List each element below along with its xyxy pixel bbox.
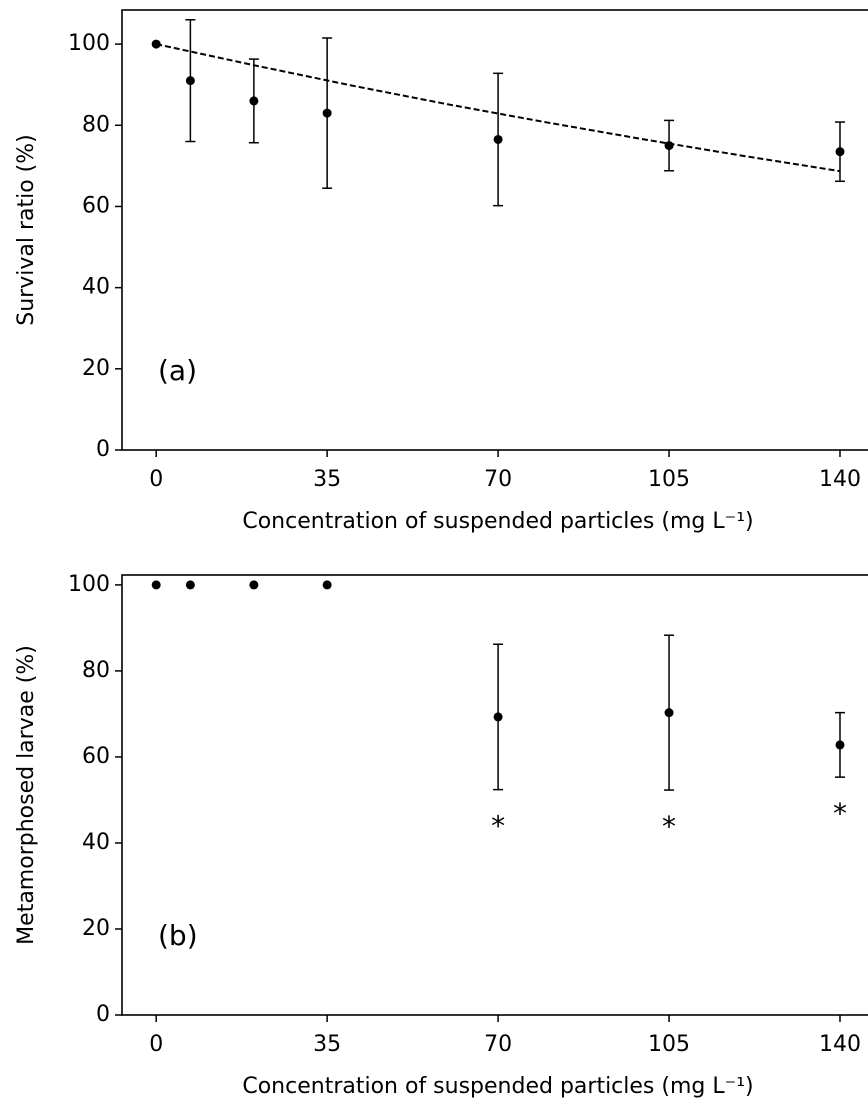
fit-line bbox=[155, 43, 841, 173]
significance-mark: * bbox=[662, 810, 676, 843]
y-tick-label: 100 bbox=[68, 572, 110, 597]
y-tick-label: 60 bbox=[82, 744, 110, 769]
data-point bbox=[249, 96, 259, 106]
y-tick-label: 40 bbox=[82, 830, 110, 855]
x-axis-label: Concentration of suspended particles (mg… bbox=[242, 1074, 753, 1099]
y-tick-label: 40 bbox=[82, 275, 110, 300]
data-point bbox=[493, 712, 503, 722]
x-tick-label: 140 bbox=[819, 1032, 861, 1057]
data-point bbox=[322, 108, 332, 118]
data-point bbox=[185, 76, 195, 86]
panel-label: (a) bbox=[158, 354, 197, 387]
x-tick-label: 70 bbox=[484, 467, 512, 492]
y-tick-label: 20 bbox=[82, 356, 110, 381]
y-tick-label: 100 bbox=[68, 31, 110, 56]
y-tick-label: 20 bbox=[82, 916, 110, 941]
data-point bbox=[493, 134, 503, 144]
x-tick-label: 35 bbox=[313, 1032, 341, 1057]
x-axis-label: Concentration of suspended particles (mg… bbox=[242, 509, 753, 534]
data-point bbox=[249, 580, 259, 590]
y-tick-label: 60 bbox=[82, 193, 110, 218]
significance-mark: * bbox=[491, 810, 505, 843]
y-axis-label: Metamorphosed larvae (%) bbox=[14, 645, 39, 945]
x-tick-label: 0 bbox=[149, 467, 163, 492]
data-point bbox=[835, 147, 845, 157]
y-tick-label: 0 bbox=[96, 437, 110, 462]
x-tick-label: 140 bbox=[819, 467, 861, 492]
axes-frame bbox=[121, 574, 868, 1016]
panel-label: (b) bbox=[158, 919, 198, 952]
x-tick-label: 70 bbox=[484, 1032, 512, 1057]
data-point bbox=[664, 708, 674, 718]
axes-frame bbox=[121, 9, 868, 451]
y-tick-label: 0 bbox=[96, 1002, 110, 1027]
y-tick-label: 80 bbox=[82, 658, 110, 683]
data-point bbox=[835, 740, 845, 750]
data-point bbox=[664, 141, 674, 151]
significance-mark: * bbox=[833, 797, 847, 830]
data-point bbox=[151, 580, 161, 590]
x-tick-label: 105 bbox=[648, 1032, 690, 1057]
x-tick-label: 105 bbox=[648, 467, 690, 492]
y-tick-label: 80 bbox=[82, 112, 110, 137]
y-axis-label: Survival ratio (%) bbox=[14, 134, 39, 325]
x-tick-label: 0 bbox=[149, 1032, 163, 1057]
data-point bbox=[322, 580, 332, 590]
x-tick-label: 35 bbox=[313, 467, 341, 492]
data-point bbox=[185, 580, 195, 590]
